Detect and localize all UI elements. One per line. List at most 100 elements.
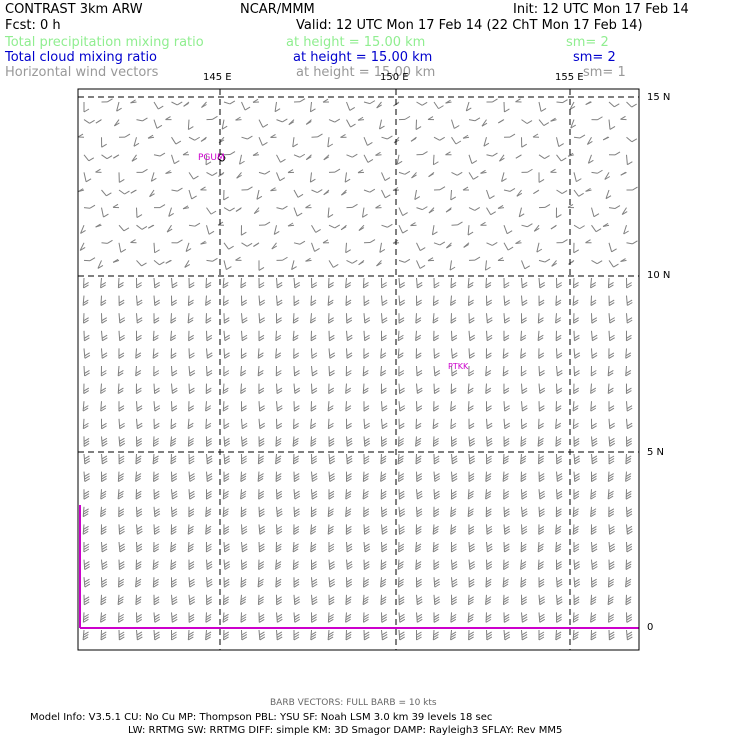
wind-barb [153, 489, 160, 500]
wind-barb [222, 295, 229, 306]
wind-barb [223, 313, 230, 324]
wind-barb [432, 154, 439, 166]
wind-barb [205, 524, 212, 535]
wind-barb [131, 154, 138, 162]
wind-barb [363, 348, 370, 359]
wind-barb [572, 524, 579, 535]
wind-barb [310, 295, 317, 306]
wind-barb [322, 239, 330, 244]
wind-barb [398, 594, 405, 606]
wind-barb [450, 506, 457, 518]
wind-barb [433, 559, 440, 571]
wind-barb [253, 242, 260, 247]
wind-barb [118, 436, 126, 447]
wind-barb [381, 612, 388, 623]
wind-barb [375, 204, 382, 209]
wind-barb [623, 225, 629, 235]
wind-barb [602, 223, 610, 227]
wind-barb [572, 418, 579, 430]
barb-legend: BARB VECTORS: FULL BARB = 10 kts [270, 698, 437, 708]
wind-barb [503, 541, 510, 553]
wind-barb [305, 257, 312, 262]
wind-barb [83, 489, 90, 500]
wind-barb [328, 348, 336, 359]
wind-barb [521, 295, 528, 306]
wind-barb [378, 119, 385, 130]
wind-barb [520, 577, 527, 588]
wind-barb [416, 629, 422, 641]
wind-barb [572, 401, 579, 412]
wind-barb [620, 115, 627, 121]
wind-barb [362, 365, 369, 377]
wind-barb [428, 207, 435, 214]
wind-barb [415, 453, 422, 465]
wind-barb [608, 330, 615, 342]
wind-barb [153, 524, 160, 535]
wind-barb [450, 313, 457, 324]
wind-barb [451, 471, 458, 482]
wind-barb [590, 365, 597, 377]
field-precip-height: at height = 15.00 km [286, 35, 426, 50]
wind-barb [521, 506, 528, 518]
wind-barb [585, 187, 592, 192]
wind-barb [415, 436, 422, 447]
wind-barb [550, 117, 557, 122]
wind-barb [538, 348, 545, 359]
wind-barb [101, 137, 107, 148]
wind-barb [83, 348, 91, 359]
wind-barb [397, 348, 404, 359]
wind-barb [467, 612, 474, 623]
wind-barb [502, 471, 509, 482]
wind-barb [398, 541, 405, 553]
wind-barb [101, 98, 113, 103]
wind-barb [241, 313, 248, 324]
wind-barb [379, 242, 386, 253]
wind-barb [451, 171, 463, 176]
wind-barb [82, 418, 89, 430]
wind-barb [101, 348, 108, 359]
wind-barb [258, 383, 265, 395]
wind-barb [206, 225, 215, 235]
wind-barb [188, 401, 194, 412]
wind-barb [136, 277, 142, 289]
wind-barb [187, 295, 194, 306]
wind-barb [467, 594, 474, 606]
wind-barb [222, 489, 229, 500]
wind-barb [100, 524, 107, 535]
wind-barb [185, 242, 192, 252]
wind-barb [591, 116, 603, 121]
lon-label-155: 155 E [555, 72, 584, 83]
wind-barb [201, 101, 207, 108]
wind-barb [625, 594, 632, 606]
wind-barb [311, 471, 318, 482]
wind-barb [276, 489, 283, 500]
wind-barb [608, 260, 619, 268]
wind-barb [288, 119, 295, 126]
wind-barb [398, 401, 406, 412]
wind-barb [241, 330, 248, 342]
wind-barb [467, 277, 474, 289]
wind-barb [100, 401, 107, 412]
wind-barb [486, 418, 493, 430]
wind-barb [205, 418, 212, 430]
wind-barb [433, 101, 444, 110]
wind-barb [222, 612, 229, 623]
wind-barb [311, 365, 318, 377]
wind-barb [130, 239, 137, 244]
wind-barb [626, 541, 633, 553]
wind-barb [556, 383, 563, 394]
wind-barb [538, 119, 550, 126]
wind-barb [573, 313, 579, 324]
wind-barb [310, 506, 317, 518]
wind-barb [411, 172, 417, 179]
wind-barb [550, 168, 557, 173]
wind-barb [551, 260, 557, 267]
wind-barb [556, 189, 568, 195]
wind-barb [311, 559, 317, 571]
wind-barb [381, 541, 388, 553]
wind-barb [380, 471, 387, 482]
wind-barb [463, 242, 470, 248]
wind-barb [327, 629, 334, 641]
wind-barb [363, 239, 376, 244]
field-wind-height: at height = 15.00 km [296, 65, 436, 80]
